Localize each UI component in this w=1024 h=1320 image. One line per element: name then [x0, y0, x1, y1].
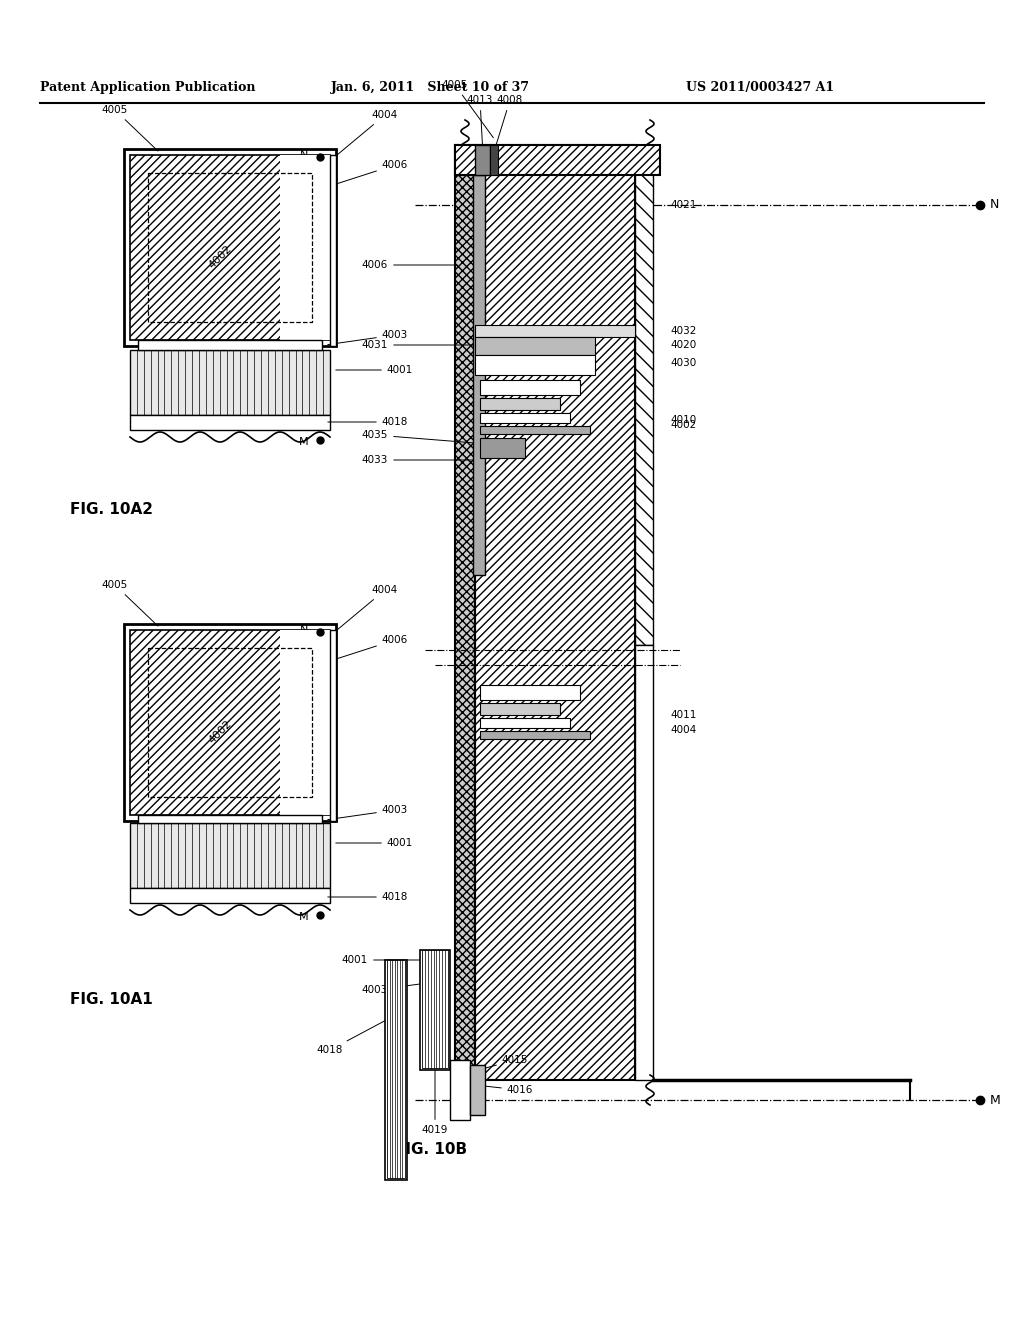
Bar [130, 822, 330, 888]
Text: 4001: 4001 [342, 954, 447, 965]
Text: US 2011/0003427 A1: US 2011/0003427 A1 [686, 82, 835, 95]
Text: 4006: 4006 [336, 635, 409, 659]
Bar [330, 154, 336, 346]
Bar [124, 624, 336, 821]
Text: 4005: 4005 [101, 579, 158, 626]
Bar [130, 350, 330, 414]
Text: 4004: 4004 [327, 110, 398, 164]
Bar [475, 325, 635, 337]
Text: Patent Application Publication: Patent Application Publication [40, 82, 256, 95]
Text: M: M [990, 1093, 1000, 1106]
Text: 4011: 4011 [670, 710, 696, 719]
Bar [385, 960, 407, 1180]
Text: 4020: 4020 [670, 341, 696, 350]
Bar [124, 149, 336, 346]
Text: 4016: 4016 [478, 1085, 534, 1096]
Bar [130, 888, 330, 903]
Text: 4018: 4018 [328, 417, 409, 426]
Text: 4004: 4004 [327, 585, 398, 639]
Bar [480, 413, 570, 422]
Text: 4002: 4002 [207, 243, 233, 271]
Text: 4030: 4030 [670, 358, 696, 368]
Bar [475, 145, 490, 176]
Text: 4035: 4035 [361, 430, 498, 445]
Text: 4021: 4021 [670, 201, 696, 210]
Bar [480, 380, 580, 395]
Text: 4013: 4013 [467, 95, 494, 152]
Text: 4015: 4015 [463, 1055, 528, 1074]
Bar [280, 630, 330, 814]
Bar [130, 630, 330, 814]
Bar [480, 718, 570, 729]
Bar [130, 414, 330, 430]
Bar [635, 145, 653, 645]
Text: FIG. 10A2: FIG. 10A2 [70, 503, 153, 517]
Text: N: N [990, 198, 999, 211]
Bar [455, 145, 660, 176]
Bar [635, 645, 653, 1080]
Text: 4003: 4003 [328, 330, 409, 345]
Text: 4004: 4004 [670, 725, 696, 735]
Text: 4006: 4006 [336, 160, 409, 185]
Text: 4018: 4018 [328, 892, 409, 902]
Bar [138, 341, 322, 350]
Text: 4006: 4006 [361, 260, 458, 271]
Bar [473, 176, 485, 576]
Text: M: M [299, 912, 309, 921]
Bar [130, 154, 330, 341]
Text: 4032: 4032 [670, 326, 696, 337]
Text: Jan. 6, 2011   Sheet 10 of 37: Jan. 6, 2011 Sheet 10 of 37 [331, 82, 529, 95]
Bar [280, 154, 330, 341]
Text: 4001: 4001 [336, 838, 413, 847]
Text: 4033: 4033 [361, 455, 477, 465]
Bar [450, 1060, 470, 1119]
Bar [480, 731, 590, 739]
Bar [480, 685, 580, 700]
Bar [480, 438, 525, 458]
Bar [148, 173, 312, 322]
Bar [490, 145, 498, 176]
Text: 4005: 4005 [101, 106, 158, 150]
Bar [387, 960, 406, 1177]
Bar [470, 1065, 485, 1115]
Text: N: N [300, 150, 308, 160]
Bar [330, 630, 336, 821]
Text: 4003: 4003 [361, 981, 447, 995]
Text: FIG. 10B: FIG. 10B [395, 1143, 467, 1158]
Text: 4019: 4019 [422, 1003, 449, 1135]
Text: 4001: 4001 [336, 366, 413, 375]
Text: 4002: 4002 [670, 420, 696, 430]
Text: 4018: 4018 [316, 1011, 402, 1055]
Text: 4008: 4008 [494, 95, 523, 152]
Text: 4003: 4003 [328, 805, 409, 820]
Bar [148, 648, 312, 797]
Text: 4031: 4031 [361, 341, 475, 350]
Bar [420, 950, 450, 1071]
Text: 4005: 4005 [442, 81, 494, 137]
Bar [475, 355, 595, 375]
Bar [480, 399, 560, 411]
Bar [138, 814, 322, 822]
Text: 4002: 4002 [207, 718, 233, 746]
Text: FIG. 10A1: FIG. 10A1 [70, 993, 153, 1007]
Bar [422, 950, 449, 1068]
Bar [480, 426, 590, 434]
Text: N: N [300, 624, 308, 635]
Bar [475, 145, 635, 1080]
Text: M: M [299, 437, 309, 447]
Bar [480, 704, 560, 715]
Text: 4010: 4010 [670, 414, 696, 425]
Bar [475, 337, 595, 355]
Bar [455, 145, 475, 1080]
